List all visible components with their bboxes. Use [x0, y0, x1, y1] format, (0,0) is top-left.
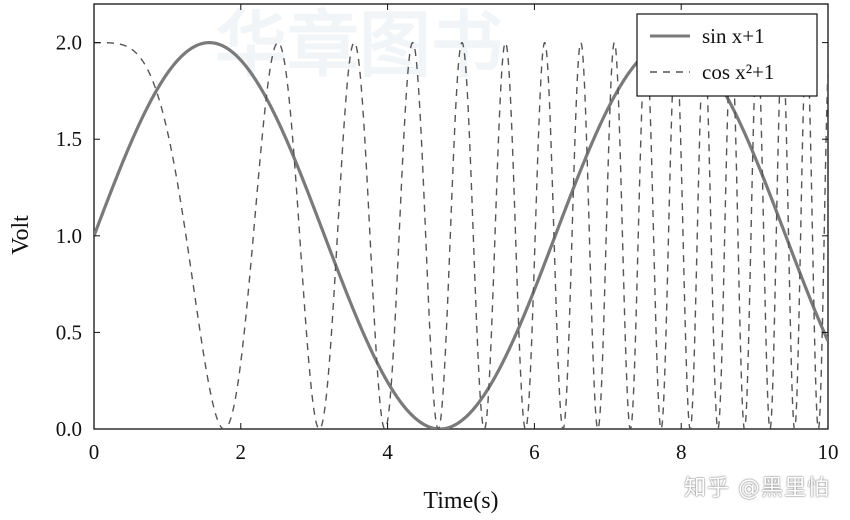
axes — [93, 3, 829, 430]
ticks: 0 2 4 6 8 10 0.0 0.5 1.0 1.5 2.0 — [56, 4, 839, 464]
x-axis-label: Time(s) — [423, 488, 498, 514]
x-tick-label: 2 — [236, 440, 247, 464]
y-tick-label: 0.0 — [56, 417, 82, 441]
legend: sin x+1 cos x²+1 — [636, 13, 818, 97]
legend-box — [636, 13, 818, 97]
series-layer — [94, 41, 828, 429]
x-tick-label: 4 — [382, 440, 393, 464]
y-tick-label: 0.5 — [56, 320, 82, 344]
axes-frame — [93, 3, 829, 430]
author-watermark: 知乎 @黑里怕 — [684, 476, 830, 501]
legend-label-cos: cos x²+1 — [702, 60, 774, 84]
series-line-cos — [94, 41, 828, 429]
y-tick-label: 2.0 — [56, 31, 82, 55]
x-tick-label: 6 — [529, 440, 540, 464]
y-tick-label: 1.5 — [56, 127, 82, 151]
x-tick-label: 10 — [818, 440, 839, 464]
series-line-sin — [94, 41, 828, 429]
legend-label-sin: sin x+1 — [702, 24, 765, 48]
y-axis-label: Volt — [8, 215, 34, 255]
x-tick-label: 8 — [676, 440, 687, 464]
background-watermark: 华章图书 — [215, 3, 503, 87]
x-tick-label: 0 — [89, 440, 100, 464]
y-tick-label: 1.0 — [56, 224, 82, 248]
